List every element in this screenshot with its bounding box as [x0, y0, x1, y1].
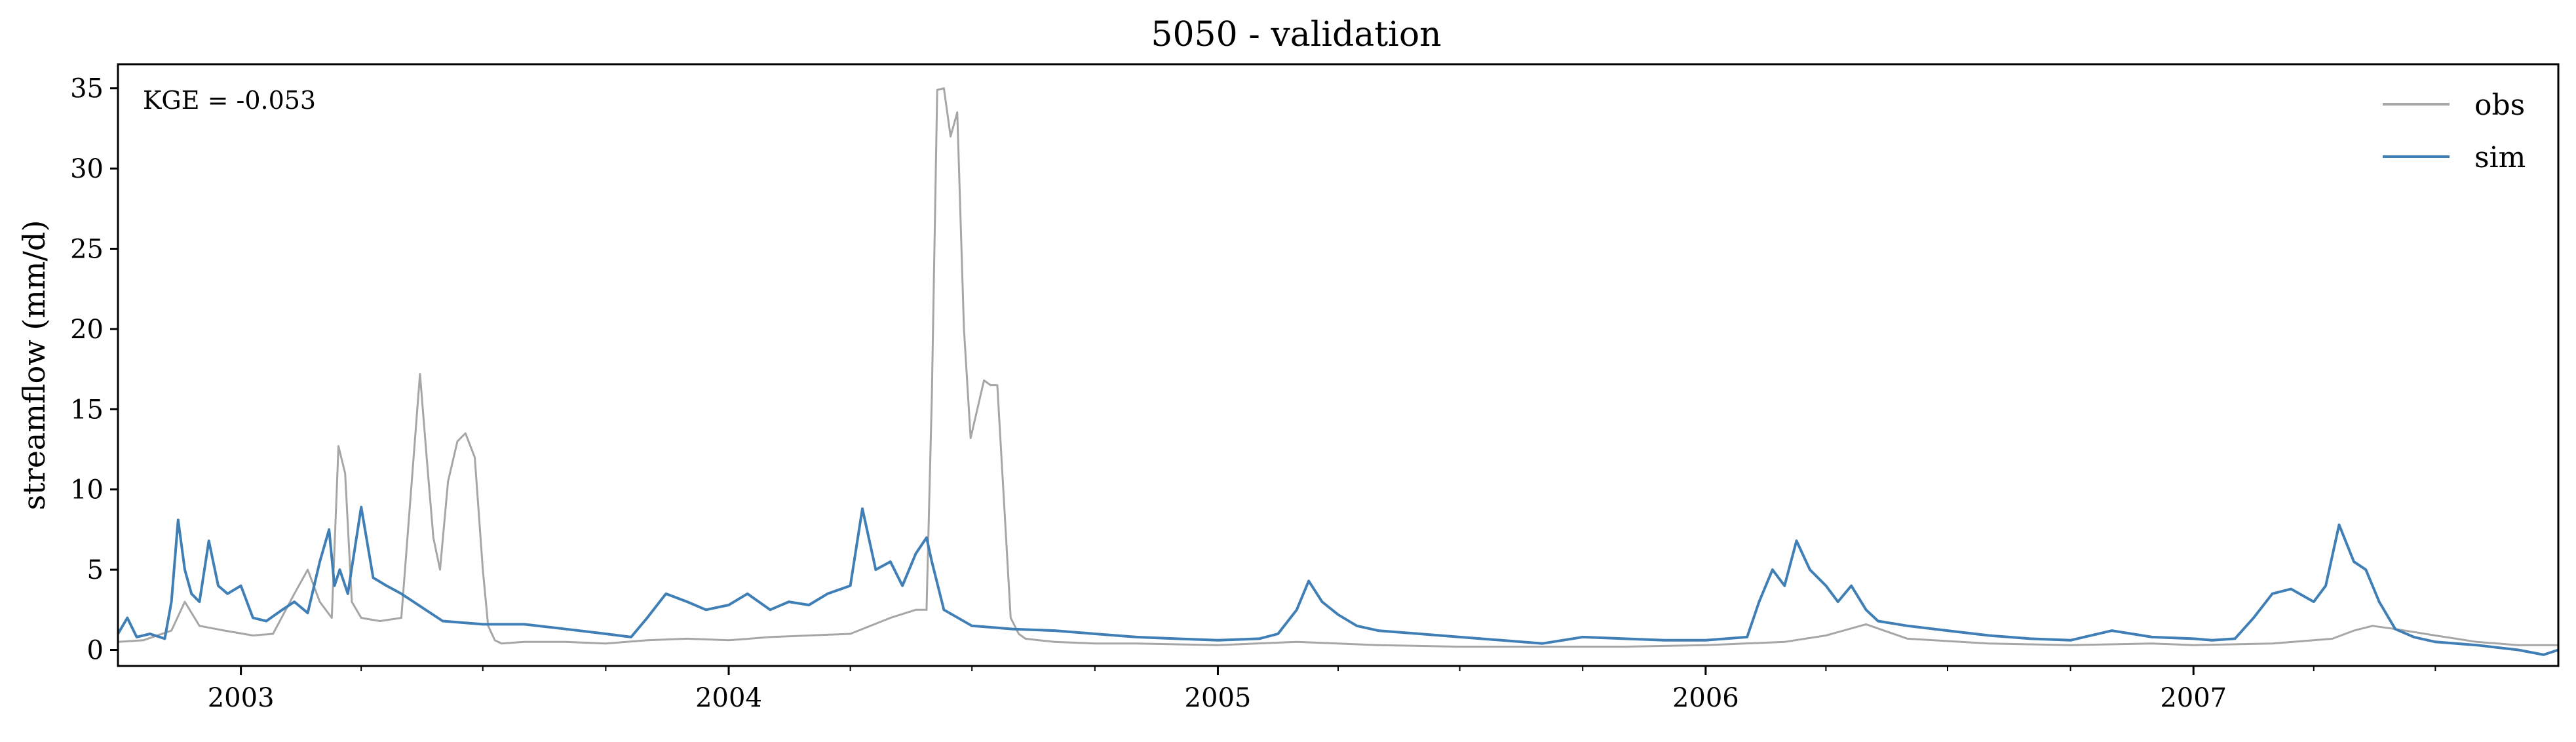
plot-area	[117, 63, 2560, 667]
y-axis: 0 5 10 15 20 25 30 35	[70, 74, 118, 666]
x-tick-label: 2003	[208, 683, 275, 713]
y-tick-label: 0	[87, 636, 104, 666]
x-tick-label: 2006	[1672, 683, 1739, 713]
series-line-sim	[117, 505, 2559, 656]
kge-annotation: KGE = -0.053	[143, 86, 316, 115]
legend: obs sim	[2383, 88, 2526, 174]
x-tick-label: 2004	[695, 683, 762, 713]
legend-obs-label: obs	[2474, 88, 2525, 122]
y-tick-label: 30	[70, 154, 104, 184]
y-tick-label: 5	[87, 555, 104, 585]
y-tick-label: 15	[70, 395, 104, 425]
x-axis: 2003 2004 2005 2006 2007	[208, 666, 2436, 713]
y-tick-label: 10	[70, 475, 104, 505]
y-tick-label: 25	[70, 235, 104, 265]
legend-sim-label: sim	[2474, 141, 2526, 174]
series-layer	[117, 87, 2559, 656]
x-tick-label: 2005	[1185, 683, 1252, 713]
y-tick-label: 20	[70, 315, 104, 345]
y-tick-label: 35	[70, 74, 104, 104]
chart-title: 5050 - validation	[1151, 15, 1441, 54]
y-axis-label: streamflow (mm/d)	[16, 220, 52, 511]
series-line-obs	[117, 87, 2558, 648]
x-tick-label: 2007	[2160, 683, 2227, 713]
